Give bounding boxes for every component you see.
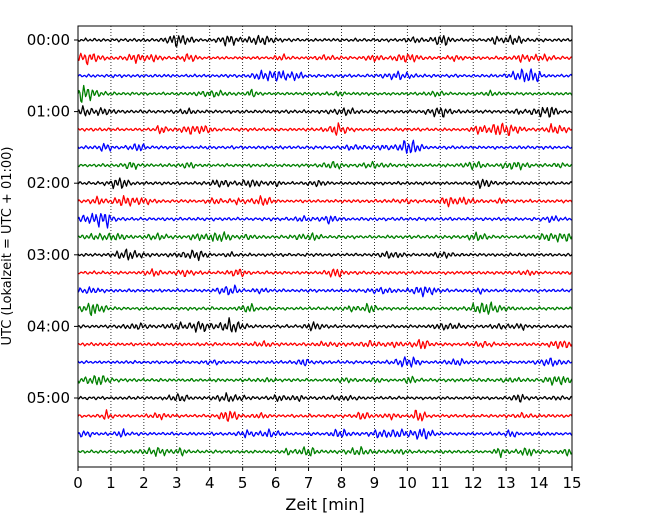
x-tick-label: 11 (431, 474, 450, 492)
x-tick-label: 12 (464, 474, 483, 492)
x-tick-label: 3 (172, 474, 182, 492)
x-tick-label: 8 (337, 474, 347, 492)
x-tick-label: 4 (205, 474, 215, 492)
x-tick-label: 1 (106, 474, 116, 492)
x-tick-label: 2 (139, 474, 149, 492)
y-axis-label: UTC (Lokalzeit = UTC + 01:00) (0, 147, 15, 346)
x-axis-label: Zeit [min] (285, 495, 364, 514)
x-tick-label: 14 (530, 474, 549, 492)
y-tick-label: 03:00 (27, 246, 70, 264)
x-tick-label: 13 (497, 474, 516, 492)
x-tick-label: 10 (398, 474, 417, 492)
x-tick-label: 9 (370, 474, 380, 492)
x-tick-label: 5 (238, 474, 248, 492)
y-tick-label: 01:00 (27, 103, 70, 121)
y-tick-label: 04:00 (27, 317, 70, 335)
x-tick-label: 7 (304, 474, 314, 492)
x-tick-label: 15 (562, 474, 581, 492)
y-tick-label: 05:00 (27, 389, 70, 407)
x-tick-label: 0 (73, 474, 83, 492)
x-tick-label: 6 (271, 474, 281, 492)
y-tick-label: 02:00 (27, 174, 70, 192)
y-tick-label: 00:00 (27, 31, 70, 49)
